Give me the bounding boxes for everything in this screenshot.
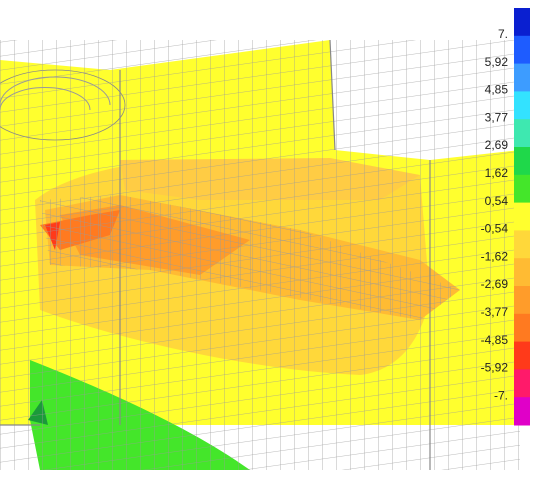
- legend-label: -3,77: [481, 305, 509, 319]
- model: [0, 39, 520, 478]
- legend-label: -2,69: [481, 277, 509, 291]
- legend-label: -5,92: [481, 361, 509, 375]
- legend-label: 5,92: [485, 55, 509, 69]
- legend-label: 0,54: [485, 194, 509, 208]
- color-legend: 7. 5,92 4,85 3,77 2,69 1,62 0,54 -0,54 -1,62 -2,6…: [481, 8, 530, 426]
- legend-label: -4,85: [481, 333, 509, 347]
- legend-label: 1,62: [485, 166, 509, 180]
- legend-swatch: [514, 147, 530, 176]
- legend-swatch: [514, 369, 530, 398]
- legend-swatch: [514, 174, 530, 204]
- legend-swatch: [514, 119, 530, 148]
- legend-swatch: [514, 258, 530, 287]
- legend-label: 2,69: [485, 138, 509, 152]
- legend-swatch: [514, 8, 530, 37]
- legend-swatch: [514, 91, 530, 120]
- legend-swatch: [514, 397, 530, 426]
- legend-label: 3,77: [485, 110, 509, 124]
- legend-label: 4,85: [485, 83, 509, 97]
- legend-swatch: [514, 230, 530, 259]
- legend-swatch: [514, 202, 530, 231]
- legend-swatch: [514, 341, 530, 370]
- legend-label: -1,62: [481, 249, 509, 263]
- legend-swatch: [514, 313, 530, 343]
- legend-swatch: [514, 35, 530, 65]
- legend-label: 7.: [498, 27, 508, 41]
- legend-swatch: [514, 286, 530, 315]
- legend-swatch: [514, 63, 530, 92]
- legend-label: -0,54: [481, 222, 509, 236]
- legend-label: -7.: [494, 388, 508, 402]
